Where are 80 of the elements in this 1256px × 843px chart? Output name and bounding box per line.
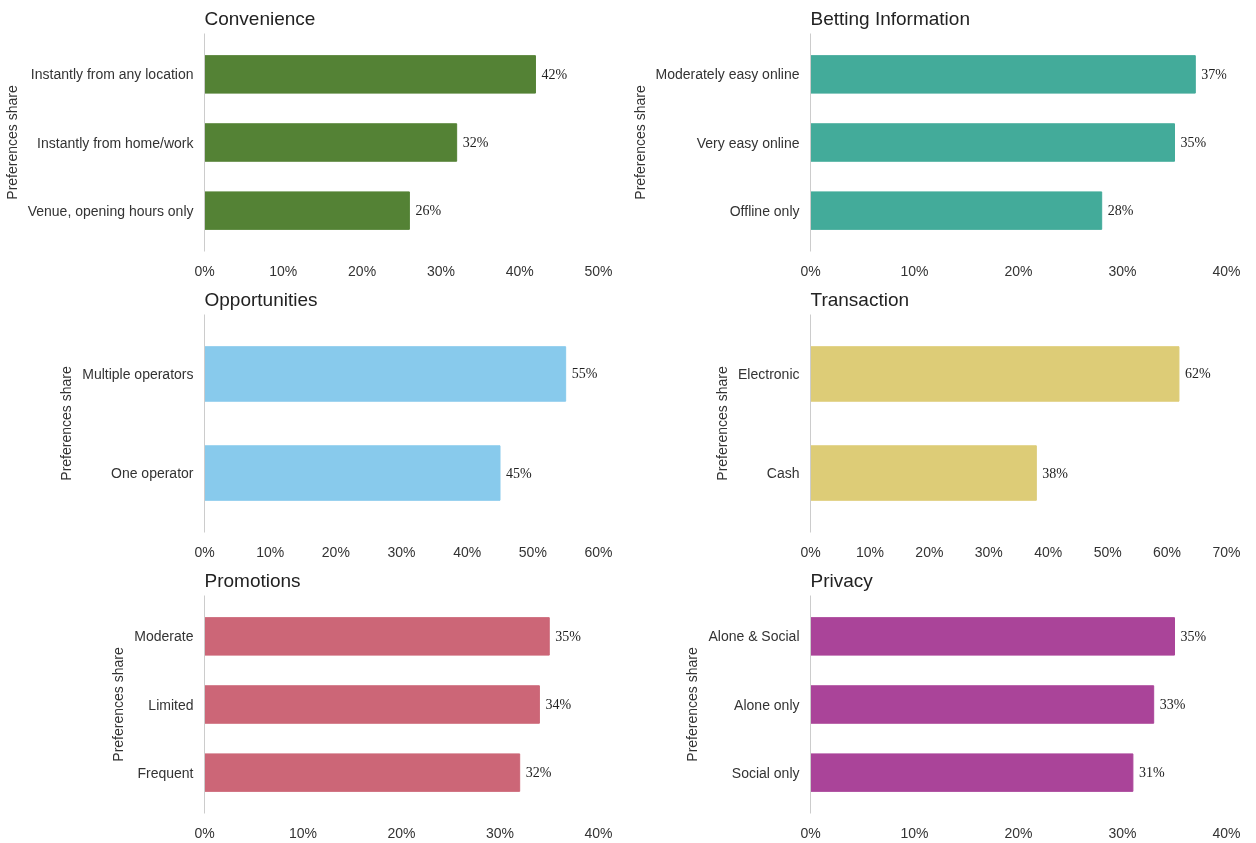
x-tick-label: 40% <box>453 543 482 560</box>
y-tick-label: Cash <box>766 465 800 482</box>
y-axis-title: Preferences share <box>110 647 127 762</box>
y-tick-label: Instantly from any location <box>30 66 194 83</box>
y-axis-title: Preferences share <box>3 85 20 200</box>
data-label: 45% <box>506 465 532 481</box>
y-tick-label: Moderately easy online <box>655 66 800 83</box>
x-tick-label: 10% <box>900 824 929 841</box>
y-tick-label: Very easy online <box>696 134 800 151</box>
chart-title: Betting Information <box>810 7 970 29</box>
x-tick-label: 20% <box>387 824 416 841</box>
y-axis-title: Preferences share <box>684 647 701 762</box>
y-tick-label: Offline only <box>729 202 800 219</box>
data-label: 32% <box>525 765 552 781</box>
chart-title: Convenience <box>204 7 316 29</box>
chart-title: Opportunities <box>204 288 318 310</box>
y-tick-label: Instantly from home/work <box>37 134 195 151</box>
data-label: 38% <box>1042 465 1069 481</box>
data-label: 35% <box>555 628 582 644</box>
x-tick-label: 20% <box>1004 824 1033 841</box>
y-tick-label: Alone & Social <box>708 628 800 645</box>
data-label: 37% <box>1201 66 1228 82</box>
y-axis-title: Preferences share <box>631 85 648 200</box>
y-tick-label: Alone only <box>734 696 800 713</box>
x-tick-label: 40% <box>1212 824 1241 841</box>
x-tick-label: 70% <box>1212 543 1241 560</box>
data-label: 32% <box>462 135 489 150</box>
data-label: 26% <box>415 203 442 219</box>
y-tick-label: Frequent <box>137 764 194 781</box>
x-tick-label: 30% <box>974 543 1003 560</box>
x-tick-label: 40% <box>1212 262 1241 279</box>
data-label: 34% <box>545 697 572 712</box>
chart-title: Promotions <box>204 569 301 591</box>
y-tick-label: Multiple operators <box>82 365 194 382</box>
x-tick-label: 40% <box>584 824 613 841</box>
x-tick-label: 30% <box>426 262 455 279</box>
x-tick-label: 30% <box>485 824 515 841</box>
x-tick-label: 0% <box>800 824 821 841</box>
x-tick-label: 40% <box>1034 543 1063 560</box>
x-tick-label: 10% <box>900 262 929 279</box>
x-tick-label: 50% <box>518 543 547 560</box>
x-tick-label: 0% <box>800 543 821 560</box>
x-tick-label: 30% <box>1108 824 1137 841</box>
chart-title: Transaction <box>810 288 910 310</box>
x-tick-label: 10% <box>288 824 318 841</box>
x-tick-label: 20% <box>348 262 377 279</box>
data-label: 28% <box>1107 203 1134 219</box>
x-tick-label: 10% <box>855 543 884 560</box>
x-tick-label: 0% <box>194 824 215 841</box>
y-tick-label: Moderate <box>134 628 194 645</box>
x-tick-label: 60% <box>584 543 613 560</box>
data-label: 31% <box>1138 765 1165 781</box>
x-tick-label: 20% <box>915 543 944 560</box>
y-tick-label: One operator <box>111 465 194 482</box>
data-label: 35% <box>1180 628 1207 644</box>
y-tick-label: Venue, opening hours only <box>27 202 194 219</box>
x-tick-label: 30% <box>1108 262 1137 279</box>
data-label: 42% <box>541 66 568 82</box>
chart-title: Privacy <box>810 569 874 591</box>
data-label: 33% <box>1159 697 1186 712</box>
x-tick-label: 60% <box>1153 543 1182 560</box>
y-axis-title: Preferences share <box>58 366 75 481</box>
y-tick-label: Limited <box>148 696 194 713</box>
x-tick-label: 30% <box>387 543 416 560</box>
x-tick-label: 40% <box>505 262 534 279</box>
x-tick-label: 10% <box>269 262 298 279</box>
y-tick-label: Social only <box>731 764 800 781</box>
x-tick-label: 0% <box>194 262 215 279</box>
x-tick-label: 50% <box>1093 543 1122 560</box>
y-axis-title: Preferences share <box>714 366 731 481</box>
x-tick-label: 0% <box>194 543 215 560</box>
x-tick-label: 20% <box>321 543 350 560</box>
data-label: 62% <box>1184 366 1211 382</box>
x-tick-label: 10% <box>256 543 285 560</box>
x-tick-label: 20% <box>1004 262 1033 279</box>
y-tick-label: Electronic <box>738 365 800 382</box>
x-tick-label: 0% <box>800 262 821 279</box>
x-tick-label: 50% <box>584 262 613 279</box>
data-label: 35% <box>1180 135 1207 150</box>
data-label: 55% <box>571 366 598 382</box>
